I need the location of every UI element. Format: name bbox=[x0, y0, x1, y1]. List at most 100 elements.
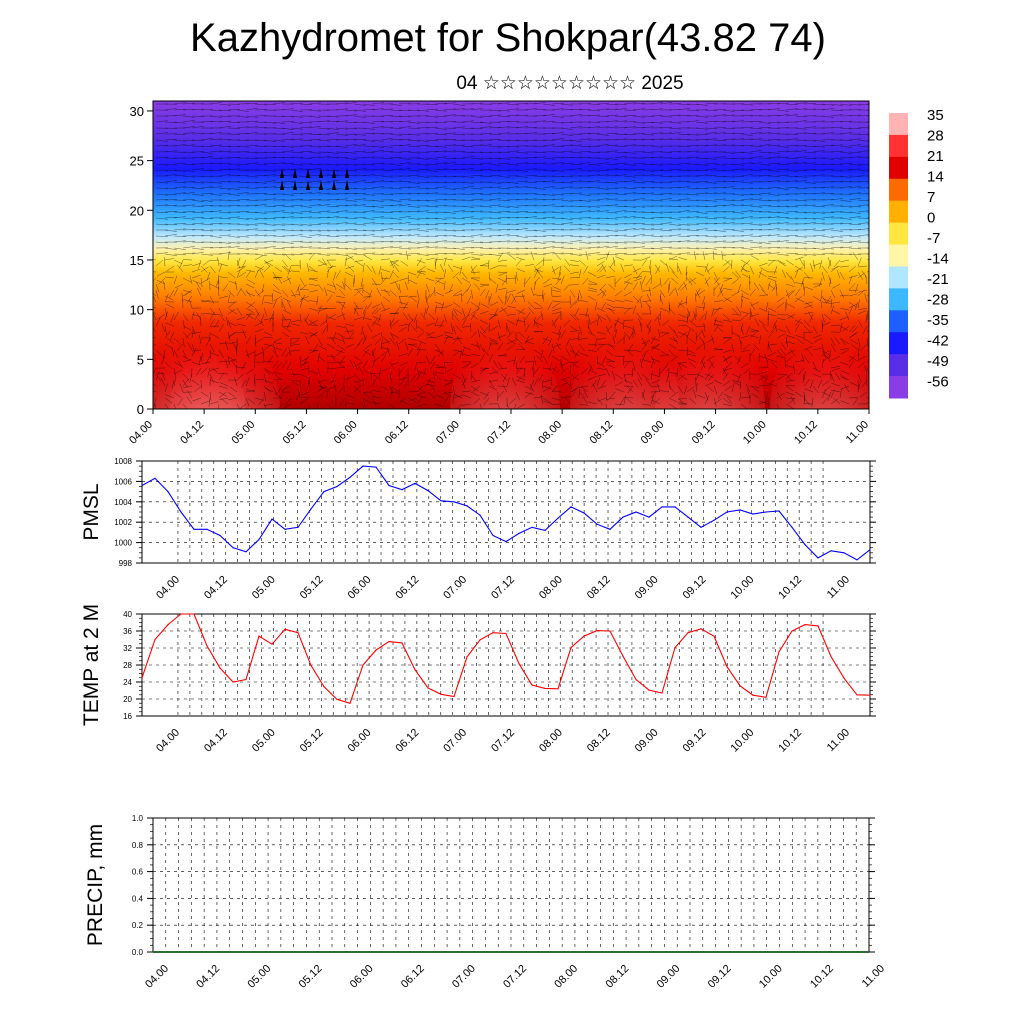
wind-vector bbox=[857, 222, 869, 225]
wind-vector bbox=[497, 162, 511, 165]
wind-vector bbox=[745, 383, 751, 393]
wind-vector bbox=[400, 260, 409, 267]
wind-vector bbox=[655, 265, 661, 274]
wind-vector bbox=[380, 151, 394, 153]
wind-vector bbox=[785, 108, 798, 111]
wind-vector bbox=[219, 263, 229, 267]
wind-vector bbox=[281, 211, 294, 214]
wind-vector bbox=[740, 222, 753, 225]
wind-vector bbox=[200, 312, 211, 315]
wind-vector bbox=[389, 163, 402, 167]
wind-vector bbox=[623, 211, 637, 213]
wind-vector bbox=[290, 234, 303, 237]
wind-vector bbox=[689, 397, 697, 405]
wind-vector bbox=[273, 337, 283, 343]
wind-vector bbox=[316, 403, 319, 409]
wind-vector bbox=[704, 199, 717, 202]
wind-vector bbox=[263, 121, 276, 124]
wind-vector bbox=[657, 317, 661, 327]
wind-vector bbox=[623, 307, 634, 310]
wind-vector bbox=[218, 349, 224, 358]
wind-vector bbox=[308, 277, 318, 282]
wind-vector bbox=[362, 174, 375, 177]
wind-vector bbox=[488, 103, 502, 105]
wind-vector bbox=[434, 277, 442, 285]
wind-vector bbox=[263, 317, 273, 321]
wind-vector bbox=[654, 264, 661, 273]
data-point bbox=[557, 517, 559, 519]
wind-vector bbox=[317, 156, 330, 159]
wind-vector bbox=[650, 199, 663, 202]
wind-vector bbox=[812, 145, 825, 148]
wind-vector bbox=[281, 181, 295, 183]
wind-vector bbox=[466, 283, 472, 293]
wind-vector bbox=[393, 307, 400, 316]
wind-vector bbox=[501, 277, 508, 286]
wind-vector bbox=[515, 211, 529, 213]
wind-vector bbox=[407, 139, 420, 142]
wind-vector bbox=[821, 271, 825, 281]
wind-vector bbox=[533, 199, 547, 201]
wind-vector bbox=[704, 235, 717, 238]
wind-vector bbox=[821, 204, 834, 207]
wind-vector bbox=[354, 361, 364, 367]
wind-vector bbox=[155, 193, 168, 196]
wind-vector bbox=[330, 354, 337, 363]
wind-vector bbox=[758, 252, 771, 255]
wind-vector bbox=[338, 301, 346, 309]
wind-vector bbox=[344, 271, 354, 277]
colorbar-swatch bbox=[889, 310, 908, 333]
wind-vector bbox=[191, 347, 197, 357]
wind-vector bbox=[479, 288, 486, 297]
wind-vector bbox=[641, 156, 655, 159]
wind-vector bbox=[210, 333, 220, 339]
wind-vector bbox=[533, 229, 546, 232]
wind-vector bbox=[345, 323, 355, 327]
wind-vector bbox=[569, 228, 582, 231]
wind-vector bbox=[794, 288, 801, 297]
wind-vector bbox=[217, 257, 220, 267]
wind-vector bbox=[578, 391, 586, 399]
wind-vector bbox=[376, 287, 382, 297]
wind-vector bbox=[194, 385, 202, 393]
wind-vector bbox=[552, 307, 562, 312]
wind-vector bbox=[605, 234, 619, 237]
wind-vector bbox=[587, 174, 600, 177]
wind-vector bbox=[466, 295, 472, 305]
wind-vector bbox=[506, 163, 519, 166]
wind-vector bbox=[245, 132, 258, 135]
wind-vector bbox=[299, 379, 302, 389]
wind-vector bbox=[614, 138, 627, 141]
wind-vector bbox=[569, 325, 578, 332]
wind-vector bbox=[191, 217, 205, 219]
wind-vector bbox=[299, 289, 310, 291]
data-point bbox=[791, 526, 793, 528]
wind-vector bbox=[328, 379, 337, 385]
wind-vector bbox=[803, 181, 816, 184]
wind-vector bbox=[704, 205, 718, 208]
wind-vector bbox=[452, 210, 465, 213]
wind-vector bbox=[380, 193, 394, 196]
wind-vector bbox=[245, 283, 255, 289]
wind-vector bbox=[479, 253, 493, 255]
wind-vector bbox=[398, 301, 408, 305]
wind-vector bbox=[461, 235, 474, 238]
wind-vector bbox=[704, 210, 718, 213]
wind-vector bbox=[803, 247, 817, 249]
wind-vector bbox=[506, 319, 515, 325]
wind-vector bbox=[354, 259, 364, 263]
wind-vector bbox=[533, 211, 547, 214]
wind-vector bbox=[691, 313, 697, 323]
wind-vector bbox=[173, 174, 186, 177]
wind-vector bbox=[812, 103, 826, 106]
wind-vector bbox=[821, 359, 824, 369]
wind-vector bbox=[839, 163, 853, 165]
wind-vector bbox=[524, 223, 538, 225]
wind-vector bbox=[425, 151, 439, 153]
wind-vector bbox=[596, 260, 605, 267]
wind-vector bbox=[299, 210, 313, 213]
wind-vector bbox=[173, 337, 181, 345]
wind-vector bbox=[362, 331, 367, 341]
wind-vector bbox=[776, 349, 784, 357]
wind-vector bbox=[281, 246, 295, 249]
